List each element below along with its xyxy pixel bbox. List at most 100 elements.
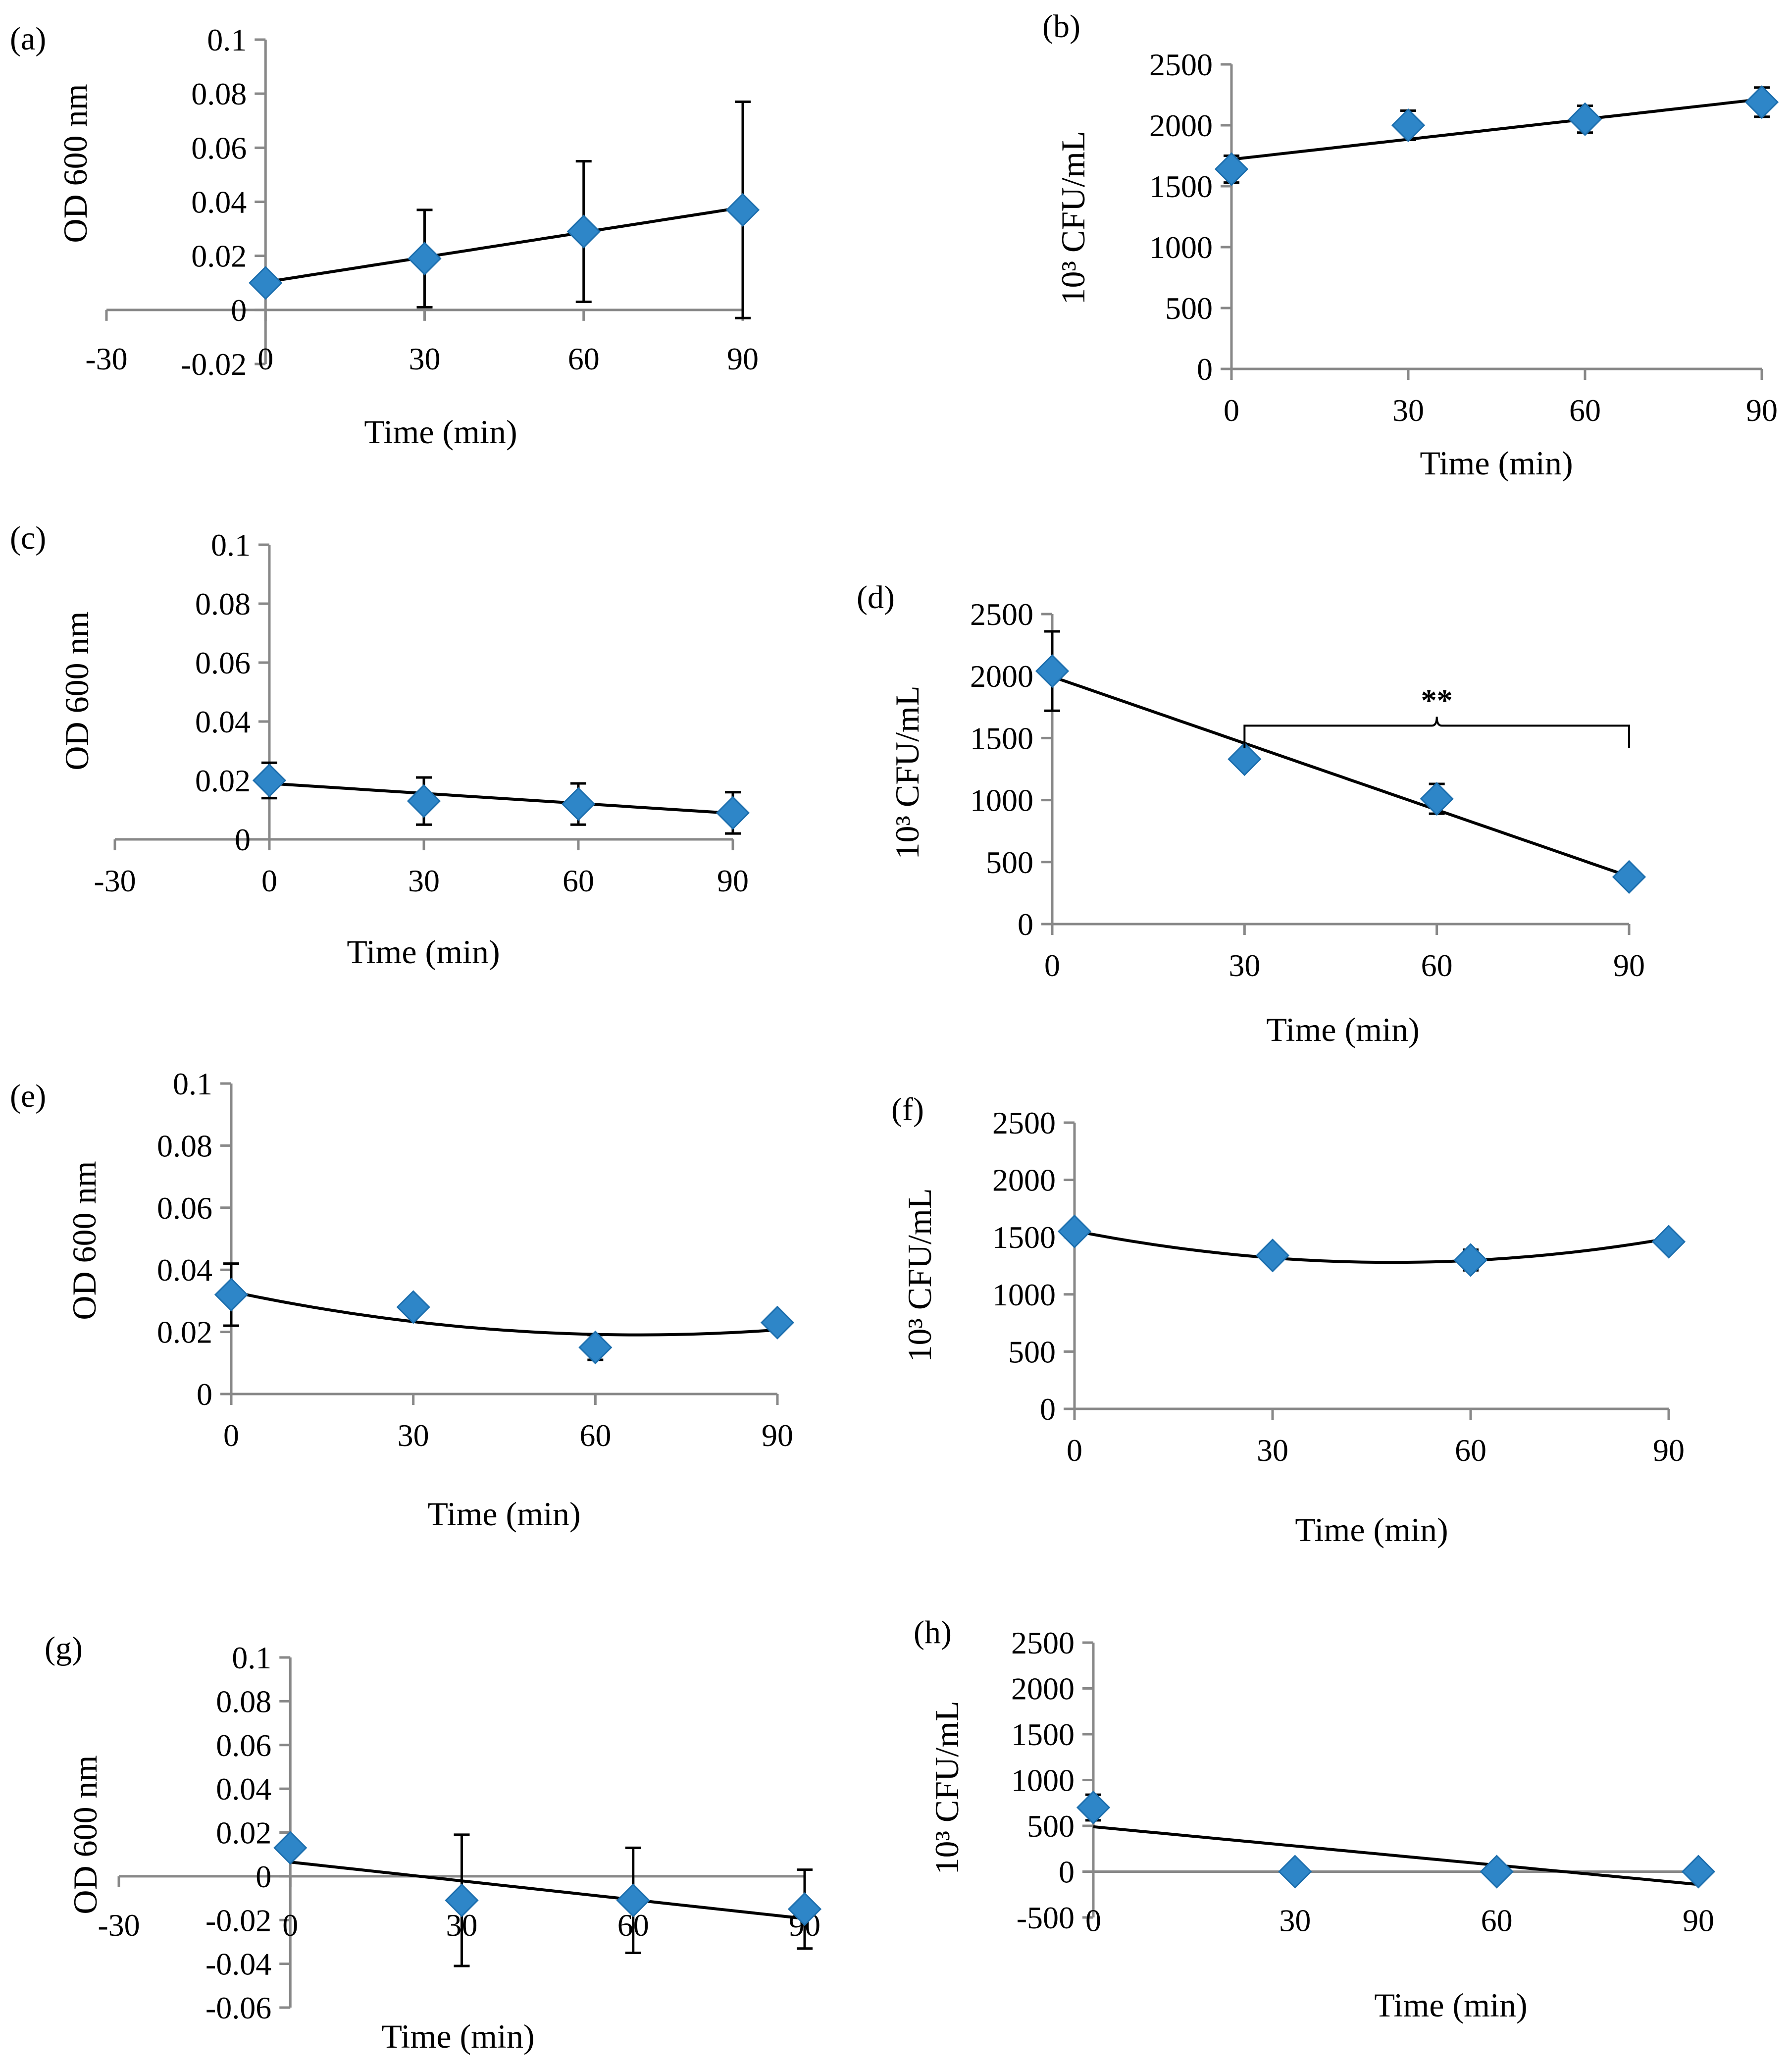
panel-c-panel-label: (c) xyxy=(10,520,46,556)
panel-b-x-axis-title: Time (min) xyxy=(1420,444,1573,482)
panel-h-xtick-label: 60 xyxy=(1481,1903,1513,1938)
panel-g-trendline xyxy=(290,1860,805,1920)
panel-g-data-point xyxy=(787,1892,822,1926)
panel-g-data-point xyxy=(445,1883,479,1917)
panel-e-trendline xyxy=(231,1290,778,1337)
panel-f-y-axis-title: 10³ CFU/mL xyxy=(901,1189,938,1362)
panel-d-data-point xyxy=(1035,654,1070,688)
panel-b-ytick-label: 1000 xyxy=(1149,230,1213,265)
panel-h-ytick-label: -500 xyxy=(1017,1900,1075,1935)
panel-h-ytick-label: 2500 xyxy=(1011,1625,1075,1660)
panel-a-ytick-label: 0.02 xyxy=(191,239,247,274)
panel-e-x-axis-title: Time (min) xyxy=(427,1495,580,1533)
panel-b-data-point xyxy=(1568,102,1602,136)
panel-g-ytick-label: 0.02 xyxy=(216,1815,271,1851)
panel-h-panel-label: (h) xyxy=(914,1614,952,1651)
panel-d-significance-bracket xyxy=(1243,717,1630,748)
panel-g-ytick-label: -0.02 xyxy=(205,1903,271,1938)
panel-e-ytick-label: 0.1 xyxy=(173,1066,212,1101)
panel-e-data-point xyxy=(214,1278,249,1312)
panel-b-ytick-label: 500 xyxy=(1165,291,1213,326)
panel-b-xtick-label: 60 xyxy=(1569,393,1601,428)
panel-g-data-point xyxy=(616,1883,650,1917)
panel-h-data-point xyxy=(1278,1855,1312,1889)
panel-f: 0 500 1000 1500 2000 2500 0 30 60 90 (f) 10³ CFU/mL… xyxy=(891,1091,1686,1549)
panel-h-ytick-label: 1000 xyxy=(1011,1763,1075,1798)
panel-f-ytick-label: 0 xyxy=(1040,1392,1056,1427)
panel-e-panel-label: (e) xyxy=(10,1078,46,1114)
panel-g-ytick-label: 0.04 xyxy=(216,1771,271,1807)
panel-b-xtick-label: 0 xyxy=(1224,393,1239,428)
panel-a-xtick-label: 60 xyxy=(568,341,600,376)
panel-f-data-point xyxy=(1255,1239,1290,1273)
panel-h-ytick-label: 1500 xyxy=(1011,1717,1075,1752)
panel-f-xtick-label: 60 xyxy=(1455,1433,1486,1468)
panel-g-xtick-label: -30 xyxy=(98,1908,140,1943)
panel-f-data-point xyxy=(1057,1214,1092,1248)
panel-b-ytick-label: 1500 xyxy=(1149,169,1213,204)
panel-e-xtick-label: 90 xyxy=(762,1418,793,1453)
panel-c-xtick-label: -30 xyxy=(94,863,136,898)
panel-c-xtick-label: 90 xyxy=(717,863,749,898)
panel-a-data-point xyxy=(249,266,283,300)
panel-g-xtick-label: 0 xyxy=(282,1908,298,1943)
panel-g-ytick-label: 0 xyxy=(256,1859,271,1894)
panel-e-ytick-label: 0.06 xyxy=(157,1190,212,1226)
panel-f-x-axis-title: Time (min) xyxy=(1295,1511,1448,1549)
panel-g-data-point xyxy=(273,1831,307,1865)
panel-c-ytick-label: 0.1 xyxy=(211,527,251,563)
panel-e-xtick-label: 0 xyxy=(223,1418,239,1453)
panel-f-data-point xyxy=(1453,1243,1488,1277)
panel-d-ytick-label: 1500 xyxy=(970,721,1033,756)
panel-f-data-point xyxy=(1651,1225,1686,1259)
panel-h-ytick-label: 2000 xyxy=(1011,1671,1075,1706)
panel-g-ytick-label: -0.06 xyxy=(205,1990,271,2025)
panel-d-panel-label: (d) xyxy=(857,579,895,616)
panel-f-ytick-label: 2500 xyxy=(992,1105,1056,1140)
panel-b-data-point xyxy=(1744,85,1779,119)
panel-e-y-axis-title: OD 600 nm xyxy=(65,1161,103,1320)
panel-h-xtick-label: 0 xyxy=(1085,1903,1101,1938)
panel-d-x-axis-title: Time (min) xyxy=(1266,1011,1419,1048)
panel-d-ytick-label: 2000 xyxy=(970,659,1033,694)
panel-d: 0 500 1000 1500 2000 2500 0 30 60 90 ** (d) 10³ CFU/… xyxy=(857,579,1646,1048)
panel-e-xtick-label: 60 xyxy=(579,1418,611,1453)
panel-b-data-point xyxy=(1214,152,1249,186)
panel-e: 0 0.02 0.04 0.06 0.08 0.1 0 30 60 90 (e) OD 600 nm T… xyxy=(10,1066,795,1533)
panel-d-ytick-label: 1000 xyxy=(970,783,1033,818)
panel-h-xtick-label: 30 xyxy=(1279,1903,1311,1938)
panel-f-ytick-label: 2000 xyxy=(992,1163,1056,1198)
panel-e-ytick-label: 0.02 xyxy=(157,1315,212,1350)
panel-g-ytick-label: 0.06 xyxy=(216,1728,271,1763)
panel-e-data-point xyxy=(396,1290,430,1324)
panel-c-ytick-label: 0.02 xyxy=(195,763,251,798)
panel-c-y-axis-title: OD 600 nm xyxy=(58,611,96,770)
panel-h-y-axis-title: 10³ CFU/mL xyxy=(928,1701,966,1875)
panel-e-ytick-label: 0.04 xyxy=(157,1252,212,1288)
panel-b-ytick-label: 0 xyxy=(1197,352,1213,387)
panel-a-x-axis-title: Time (min) xyxy=(364,413,517,451)
panel-g-panel-label: (g) xyxy=(45,1630,83,1666)
panel-h-data-point xyxy=(1076,1790,1111,1825)
panel-b-trendline xyxy=(1231,98,1762,161)
panel-a-ytick-label: 0.04 xyxy=(191,185,247,220)
panel-b-y-axis-title: 10³ CFU/mL xyxy=(1054,131,1092,305)
panel-b-data-point xyxy=(1391,108,1426,143)
panel-g-ytick-label: 0.08 xyxy=(216,1684,271,1719)
panel-b-ytick-label: 2500 xyxy=(1149,47,1213,82)
panel-f-xtick-label: 90 xyxy=(1653,1433,1685,1468)
panel-e-data-point xyxy=(578,1330,613,1365)
panel-e-ytick-label: 0.08 xyxy=(157,1128,212,1163)
panel-d-xtick-label: 0 xyxy=(1044,948,1060,983)
panel-g-ytick-label: -0.04 xyxy=(205,1947,271,1982)
panel-a-data-point xyxy=(566,214,601,249)
panel-a-xtick-label: 30 xyxy=(409,341,441,376)
panel-h: -500 0 500 1000 1500 2000 2500 0 30 60 90 (h) 10³ CF… xyxy=(914,1614,1716,2024)
panel-f-ytick-label: 1000 xyxy=(992,1277,1056,1312)
panel-b-xtick-label: 90 xyxy=(1746,393,1778,428)
panel-c: 0 0.02 0.04 0.06 0.08 0.1 -30 0 30 60 90 (c) OD 600 … xyxy=(10,520,750,971)
panel-a-ytick-label: 0.08 xyxy=(191,76,247,111)
panel-b-panel-label: (b) xyxy=(1042,8,1080,45)
